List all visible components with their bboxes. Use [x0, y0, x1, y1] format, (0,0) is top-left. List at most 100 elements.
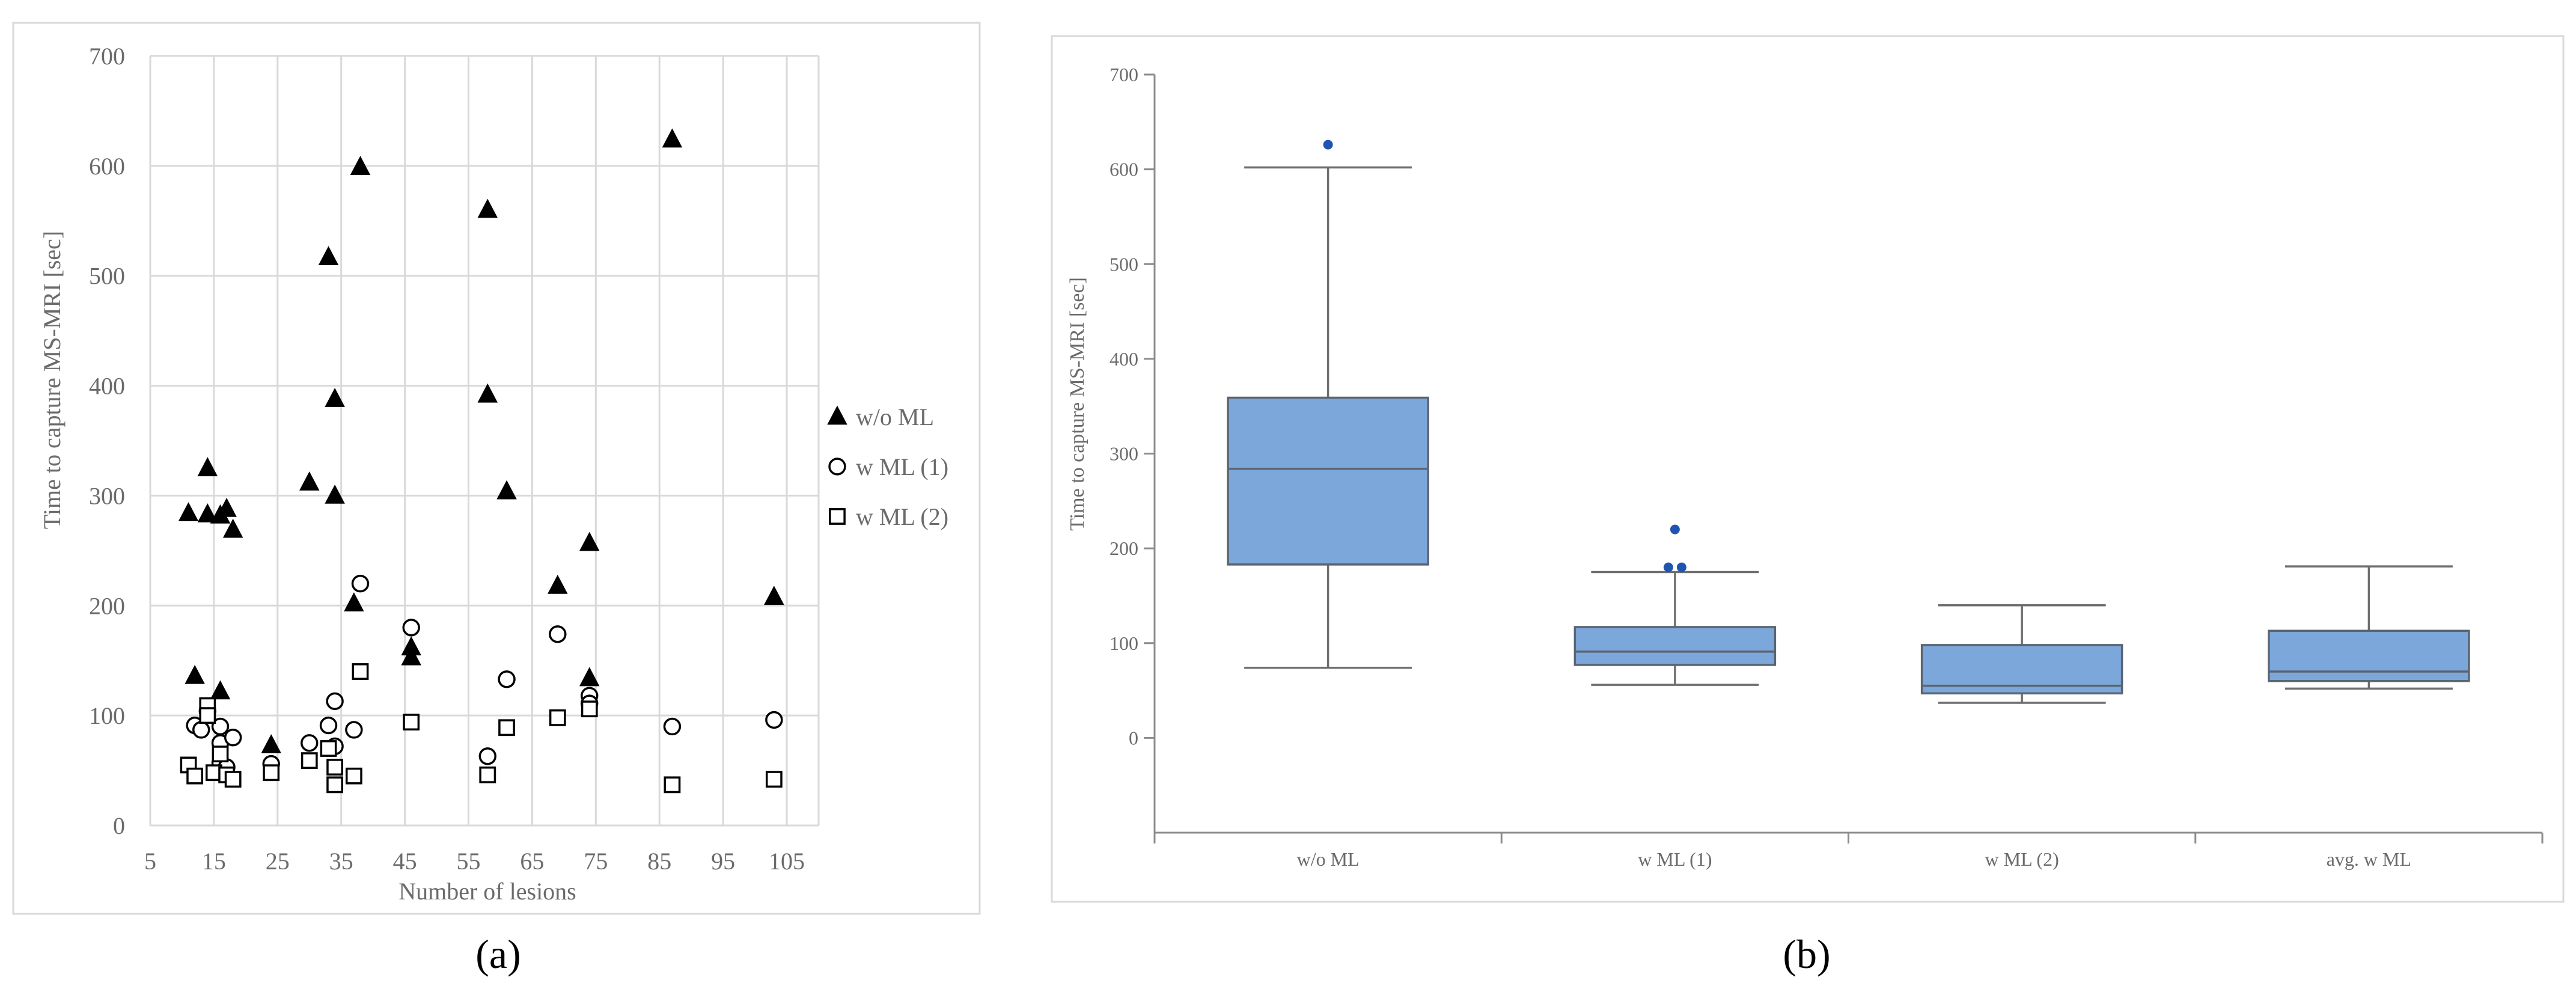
boxplot-y-axis-label: Time to capture MS-MRI [sec]: [1066, 277, 1088, 531]
boxplot-panel: 0 100 200 300 400 500 600 700 w/o ML w ML (1) w ML…: [1051, 35, 2565, 977]
outlier-point: [1663, 562, 1673, 572]
data-point-square: [498, 719, 515, 736]
data-point-circle: [319, 716, 338, 735]
panel-b-label: (b): [1783, 931, 1830, 977]
data-point-triangle: [299, 471, 320, 491]
data-point-circle: [549, 625, 567, 643]
outlier-point: [1676, 562, 1686, 572]
y-tick-label: 100: [1109, 632, 1138, 654]
box-iqr: [1227, 396, 1429, 566]
scatter-legend: w/o ML w ML (1) w ML (2): [827, 403, 948, 530]
y-tick-label: 700: [1109, 64, 1138, 85]
data-point-circle: [345, 721, 363, 739]
y-tick-label: 200: [1109, 537, 1138, 559]
data-point-circle: [192, 721, 210, 739]
y-tick-label: 700: [89, 43, 125, 70]
boxplot-ticks: 0 100 200 300 400 500 600 700 w/o ML w ML (1) w ML…: [1109, 64, 2411, 870]
data-point-triangle: [401, 646, 421, 666]
scatter-panel: 0 100 200 300 400 500 600 700 5 15 25 35 45 55 65 75 85 9…: [12, 22, 981, 977]
data-point-triangle: [548, 574, 568, 594]
legend-label: w ML (2): [856, 503, 948, 530]
data-point-circle: [402, 619, 420, 637]
y-tick-label: 600: [89, 153, 125, 180]
y-tick-label: 300: [1109, 443, 1138, 465]
x-tick-label: 35: [329, 848, 353, 875]
data-point-triangle: [401, 636, 421, 656]
y-tick-label: 200: [89, 592, 125, 619]
panel-a-label: (a): [475, 931, 520, 977]
data-point-triangle: [318, 246, 339, 265]
data-point-triangle: [496, 480, 517, 500]
x-tick-label: 45: [393, 848, 417, 875]
x-tick-label: 95: [711, 848, 735, 875]
data-point-square: [765, 771, 783, 788]
data-point-square: [326, 776, 344, 794]
data-point-triangle: [477, 198, 498, 218]
data-point-square: [664, 776, 681, 794]
scatter-ticks: 0 100 200 300 400 500 600 700 5 15 25 35 45 55 65 75 85 9…: [89, 43, 805, 875]
data-point-square: [345, 767, 362, 785]
x-tick-label: 5: [144, 848, 156, 875]
data-point-circle: [351, 575, 370, 593]
x-tick-label: 85: [647, 848, 671, 875]
data-point-triangle: [477, 383, 498, 403]
data-point-triangle: [579, 667, 600, 687]
x-tick-label: 25: [266, 848, 290, 875]
data-point-triangle: [350, 156, 371, 176]
outlier-point: [1670, 524, 1680, 534]
data-point-triangle: [662, 128, 683, 148]
x-tick-label: 65: [520, 848, 544, 875]
data-point-square: [352, 663, 369, 680]
data-point-triangle: [579, 531, 600, 551]
y-tick-label: 600: [1109, 159, 1138, 180]
box-iqr: [1573, 626, 1777, 666]
data-point-square: [263, 764, 280, 782]
scatter-y-axis-label: Time to capture MS-MRI [sec]: [38, 231, 66, 529]
data-point-triangle: [325, 485, 345, 504]
y-tick-label: 400: [1109, 348, 1138, 370]
data-point-triangle: [197, 457, 218, 477]
scatter-grid: [149, 55, 820, 827]
x-category-label: w/o ML: [1297, 848, 1360, 870]
data-point-triangle: [261, 734, 281, 753]
boxplot-boxes: [1227, 139, 2470, 704]
data-point-circle: [663, 717, 682, 736]
data-point-square: [224, 771, 242, 788]
y-tick-label: 500: [89, 263, 125, 290]
y-tick-label: 100: [89, 702, 125, 729]
data-point-square: [479, 766, 496, 783]
x-category-label: w ML (1): [1638, 848, 1712, 870]
outlier-point: [1323, 139, 1333, 150]
y-tick-label: 300: [89, 482, 125, 509]
data-point-square: [403, 714, 420, 731]
data-point-triangle: [325, 388, 345, 407]
data-point-square: [212, 745, 229, 763]
x-category-label: w ML (2): [1985, 848, 2059, 870]
data-point-circle: [478, 747, 497, 765]
data-point-circle: [326, 692, 344, 711]
data-point-square: [301, 752, 318, 770]
data-point-circle: [301, 734, 319, 752]
data-point-triangle: [764, 586, 784, 605]
y-tick-label: 0: [113, 812, 125, 839]
legend-marker-square: [829, 508, 846, 525]
x-tick-label: 105: [769, 848, 805, 875]
y-tick-label: 0: [1129, 727, 1138, 748]
data-point-circle: [765, 711, 783, 729]
x-tick-label: 55: [457, 848, 481, 875]
data-point-circle: [224, 729, 242, 747]
x-tick-label: 15: [202, 848, 226, 875]
legend-marker-circle: [828, 458, 846, 476]
data-point-triangle: [210, 680, 231, 700]
data-point-circle: [498, 670, 516, 688]
legend-marker-triangle: [827, 405, 847, 425]
data-point-square: [199, 707, 216, 724]
legend-label: w ML (1): [856, 453, 948, 480]
data-point-triangle: [344, 592, 364, 611]
data-point-square: [581, 700, 598, 718]
data-point-square: [320, 740, 337, 757]
y-tick-label: 500: [1109, 253, 1138, 275]
legend-label: w/o ML: [856, 403, 934, 430]
scatter-points: [178, 128, 784, 794]
